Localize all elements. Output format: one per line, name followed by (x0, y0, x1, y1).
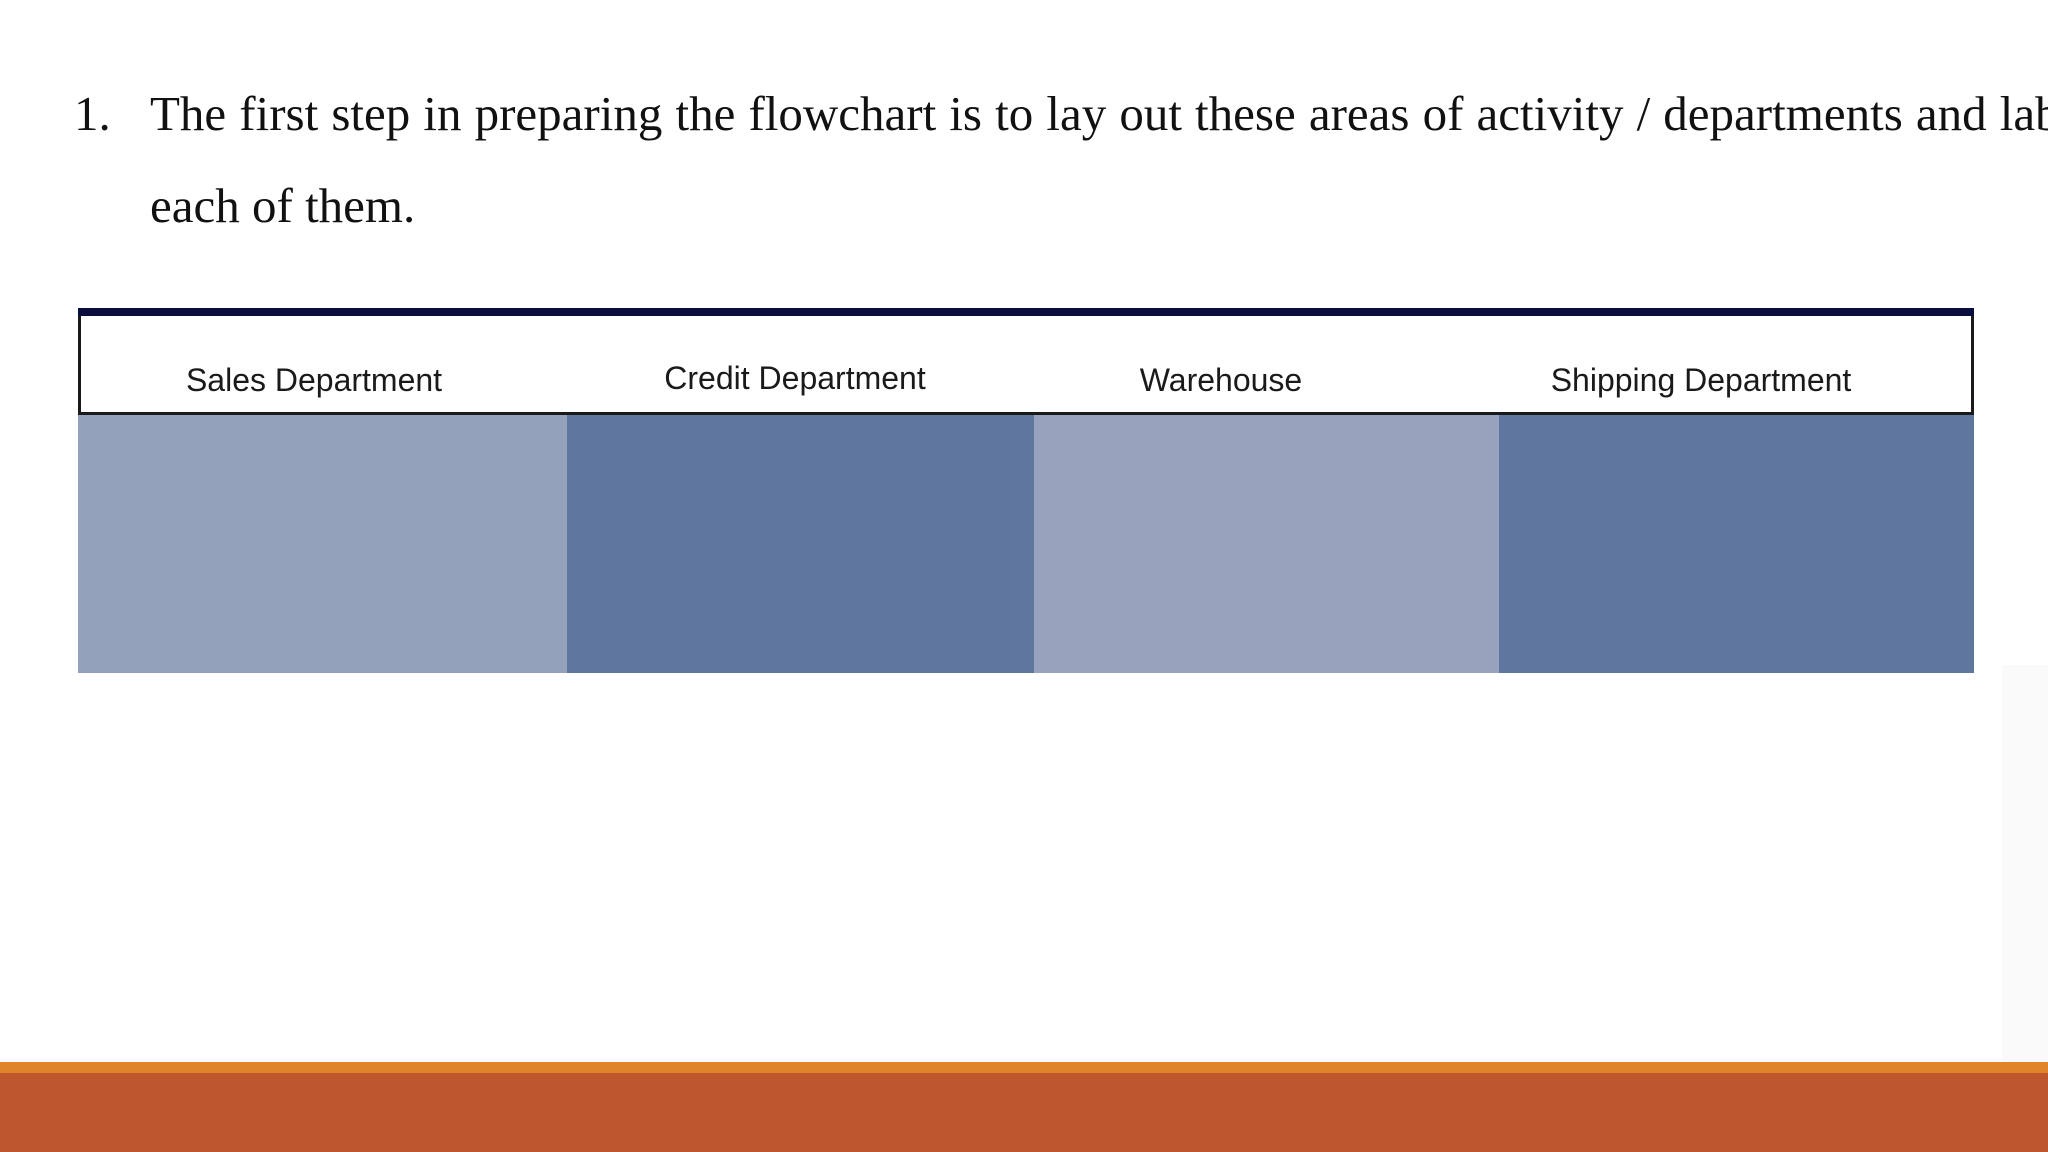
right-margin-shade (2002, 665, 2048, 1065)
lane-credit (567, 415, 1034, 673)
lane-sales (78, 415, 567, 673)
lane-label-shipping: Shipping Department (1550, 362, 1852, 398)
step-number: 1. (74, 86, 111, 141)
footer-stripe (0, 1062, 2048, 1073)
lane-label-sales: Sales Department (185, 362, 443, 398)
swimlane-header-row: Sales Department Credit Department Wareh… (78, 316, 1974, 415)
lane-label-warehouse: Warehouse (1139, 362, 1303, 398)
lane-label-credit: Credit Department (664, 360, 926, 396)
lane-shipping (1499, 415, 1974, 673)
step-text: The first step in preparing the flowchar… (150, 86, 2048, 233)
footer-bar (0, 1073, 2048, 1152)
lane-warehouse (1034, 415, 1499, 673)
swimlane-top-bar (78, 308, 1974, 316)
swimlane-diagram: Sales Department Credit Department Wareh… (78, 308, 1974, 673)
